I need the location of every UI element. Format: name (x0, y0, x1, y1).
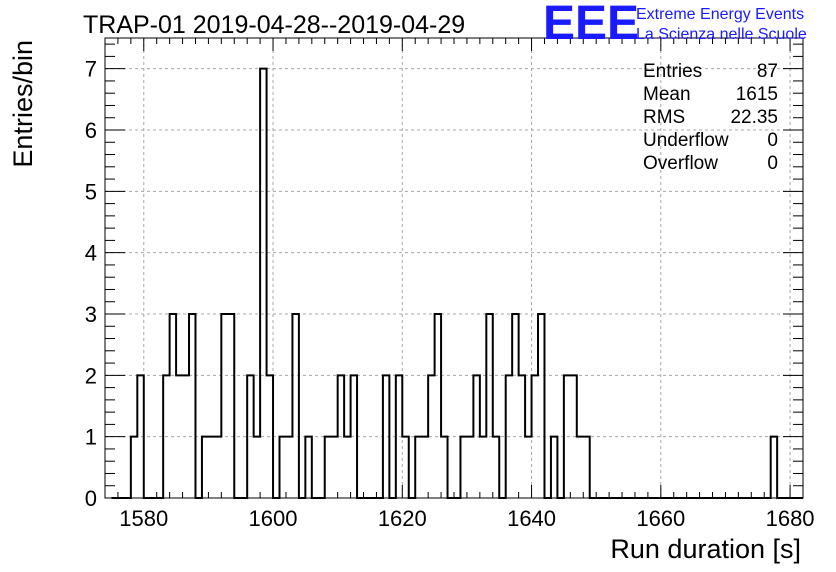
stats-label: Underflow (643, 130, 729, 151)
histogram-outline (111, 67, 803, 499)
grid-lines (105, 38, 803, 498)
stats-value: 22.35 (730, 107, 778, 128)
eee-logo: EEE Extreme Energy Events La Scienza nel… (543, 0, 807, 50)
y-tick-label: 3 (85, 302, 97, 327)
plot-frame (104, 37, 804, 499)
x-axis-label: Run duration [s] (610, 534, 801, 564)
y-tick-label: 2 (85, 363, 97, 388)
logo-line-2: La Scienza nelle Scuole (636, 26, 807, 43)
x-tick-label: 1640 (507, 506, 556, 531)
stats-value: 0 (767, 130, 778, 151)
x-tick-label: 1580 (119, 506, 168, 531)
y-tick-label: 4 (85, 241, 97, 266)
logo-line-1: Extreme Energy Events (636, 6, 804, 23)
stats-label: Mean (643, 84, 691, 105)
stats-label: Overflow (643, 153, 718, 174)
y-axis-label: Entries/bin (8, 40, 38, 168)
stats-value: 1615 (736, 84, 778, 105)
stats-label: RMS (643, 107, 685, 128)
y-tick-label: 0 (85, 486, 97, 511)
logo-mark: EEE (543, 0, 639, 50)
y-tick-label: 7 (85, 57, 97, 82)
axis-ticks: 1580 1600 1620 1640 1660 1680 0 1 2 3 4 5 6 7 (85, 38, 815, 531)
x-tick-label: 1660 (636, 506, 685, 531)
stats-value: 87 (757, 61, 778, 82)
stats-value: 0 (767, 153, 778, 174)
y-tick-label: 5 (85, 179, 97, 204)
y-tick-label: 1 (85, 425, 97, 450)
chart-title: TRAP-01 2019-04-28--2019-04-29 (83, 11, 465, 39)
x-tick-label: 1600 (249, 506, 298, 531)
stats-label: Entries (643, 61, 702, 82)
x-tick-label: 1620 (378, 506, 427, 531)
y-tick-label: 6 (85, 118, 97, 143)
x-tick-label: 1680 (766, 506, 815, 531)
